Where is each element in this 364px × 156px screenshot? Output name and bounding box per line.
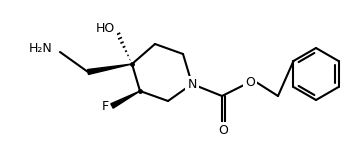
Text: F: F (102, 100, 108, 112)
Text: O: O (245, 76, 255, 88)
Polygon shape (88, 64, 132, 74)
Text: H₂N: H₂N (28, 42, 52, 56)
Text: O: O (218, 124, 228, 136)
Polygon shape (111, 91, 140, 108)
Text: HO: HO (96, 22, 115, 36)
Text: N: N (187, 78, 197, 90)
